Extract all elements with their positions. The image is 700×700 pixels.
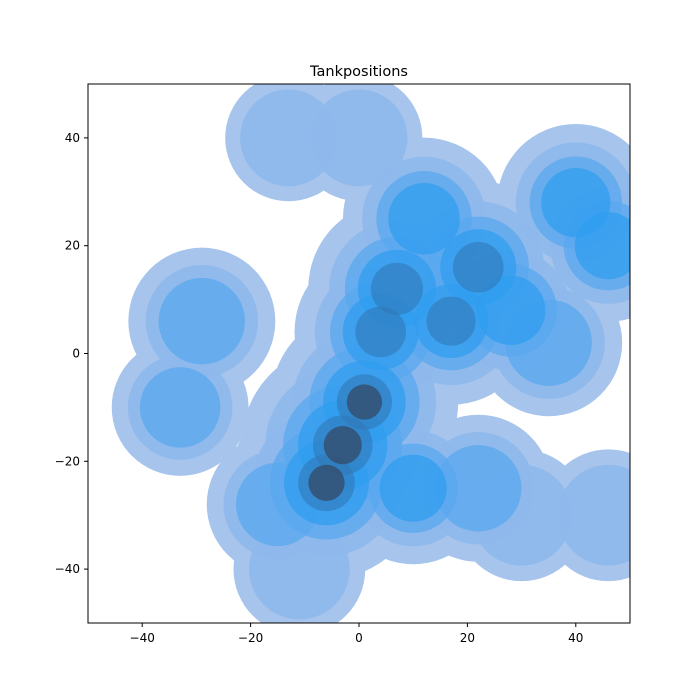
density-blob-2-13 bbox=[139, 367, 221, 448]
y-axis: −40 −20 0 20 40 bbox=[55, 131, 88, 576]
plot-frame bbox=[87, 83, 631, 624]
density-blob-5-0 bbox=[323, 426, 362, 465]
kde-density-layer bbox=[111, 84, 630, 623]
density-blob-1-18 bbox=[557, 464, 630, 566]
density-blob-4-4 bbox=[370, 262, 424, 315]
y-tick-label: −20 bbox=[55, 454, 80, 468]
density-blob-4-6 bbox=[426, 296, 476, 346]
y-tick-label: −40 bbox=[55, 562, 80, 576]
x-tick-label: −20 bbox=[238, 631, 263, 645]
y-tick-label: 20 bbox=[65, 239, 80, 253]
y-tick-label: 0 bbox=[72, 347, 80, 361]
x-tick-label: 40 bbox=[568, 631, 583, 645]
density-blob-5-1 bbox=[308, 464, 345, 501]
density-blob-2-12 bbox=[158, 277, 246, 365]
density-blob-1-20 bbox=[240, 89, 337, 187]
density-blob-4-7 bbox=[452, 241, 504, 293]
x-tick-label: 0 bbox=[355, 631, 363, 645]
density-blob-5-2 bbox=[346, 384, 383, 420]
plot-area: −40 −20 0 20 40 −40 −20 0 20 40 bbox=[55, 83, 631, 645]
x-tick-label: 20 bbox=[460, 631, 475, 645]
chart-title: Tankpositions bbox=[309, 64, 408, 80]
x-axis: −40 −20 0 20 40 bbox=[130, 623, 583, 645]
density-blob-3-10 bbox=[574, 212, 630, 280]
density-blob-2-16 bbox=[435, 445, 522, 532]
density-blob-3-5 bbox=[388, 182, 460, 255]
density-blob-1-21 bbox=[310, 89, 408, 187]
x-tick-label: −40 bbox=[130, 631, 155, 645]
density-blob-3-8 bbox=[476, 275, 546, 346]
y-tick-label: 40 bbox=[65, 131, 80, 145]
density-blob-4-3 bbox=[355, 306, 407, 358]
density-blob-3-15 bbox=[379, 454, 447, 522]
